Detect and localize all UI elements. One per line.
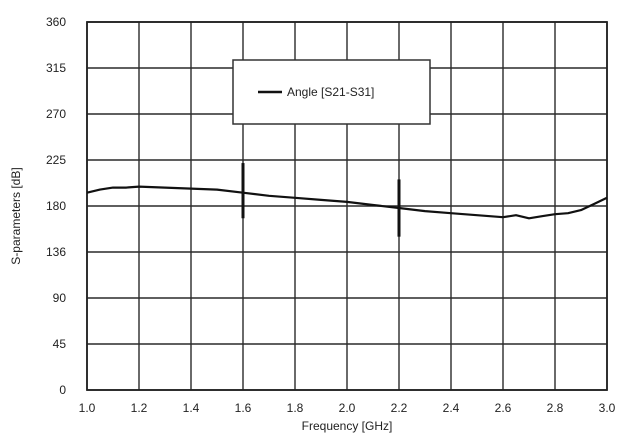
x-tick-label-7: 2.4 — [443, 401, 460, 415]
y-tick-label-7: 315 — [46, 61, 66, 75]
legend-entry-label: Angle [S21-S31] — [287, 85, 374, 99]
y-tick-label-1: 45 — [53, 337, 67, 351]
y-tick-label-8: 360 — [46, 15, 66, 29]
x-tick-label-6: 2.2 — [391, 401, 408, 415]
x-tick-label-8: 2.6 — [495, 401, 512, 415]
x-tick-label-2: 1.4 — [183, 401, 200, 415]
x-tick-label-0: 1.0 — [79, 401, 96, 415]
y-tick-label-3: 136 — [46, 245, 66, 259]
marker-group — [241, 163, 401, 237]
series-line-0 — [86, 185, 608, 220]
y-tick-label-4: 180 — [46, 199, 66, 213]
plot-frame — [86, 21, 608, 391]
x-tick-label-1: 1.2 — [131, 401, 148, 415]
x-axis-title: Frequency [GHz] — [302, 419, 393, 433]
x-tick-label-5: 2.0 — [339, 401, 356, 415]
legend: Angle [S21-S31] — [232, 59, 431, 125]
grid — [86, 21, 608, 391]
x-tick-label-3: 1.6 — [235, 401, 252, 415]
x-tick-label-9: 2.8 — [547, 401, 564, 415]
y-tick-label-5: 225 — [46, 153, 66, 167]
x-tick-label-4: 1.8 — [287, 401, 304, 415]
y-axis-ticks: 0 45 90 136 180 225 270 315 360 — [46, 15, 66, 397]
y-axis-title: S-parameters [dB] — [9, 167, 23, 264]
x-axis-ticks: 1.0 1.2 1.4 1.6 1.8 2.0 2.2 2.4 2.6 2.8 3.0 — [79, 401, 616, 415]
y-tick-label-0: 0 — [59, 383, 66, 397]
y-tick-label-6: 270 — [46, 107, 66, 121]
series-group — [86, 185, 608, 220]
x-tick-label-10: 3.0 — [599, 401, 616, 415]
y-tick-label-2: 90 — [53, 291, 67, 305]
